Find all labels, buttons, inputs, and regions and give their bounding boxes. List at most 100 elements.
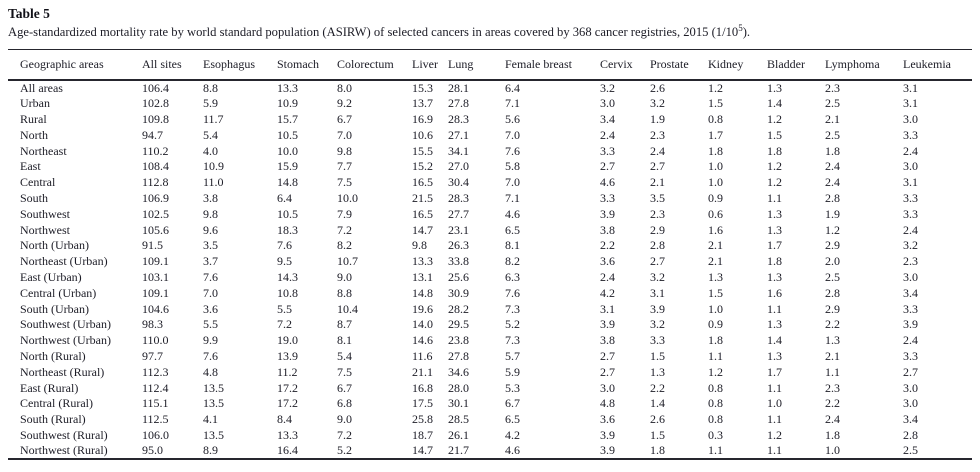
cell-liver: 13.3 [412,254,433,269]
cell-esophagus: 10.9 [203,159,224,174]
cell-kidney: 1.6 [708,222,723,237]
cell-lymphoma: 2.8 [825,190,840,205]
cell-bladder: 1.1 [767,190,782,205]
cell-lung: 23.1 [448,222,469,237]
cell-esophagus: 7.6 [203,348,218,363]
table-row: North 94.7 5.4 10.5 7.0 10.6 27.1 7.0 2.4 2.3 1.7 1… [8,127,972,143]
cell-lung: 30.9 [448,285,469,300]
cell-cervix: 3.8 [600,333,615,348]
cell-female-breast: 7.1 [505,190,520,205]
column-header-bladder: Bladder [767,56,805,71]
row-label: East (Rural) [20,380,79,395]
row-label: South (Rural) [20,412,86,427]
cell-bladder: 1.7 [767,364,782,379]
table-label: Table 5 [8,6,50,21]
cell-liver: 21.1 [412,364,433,379]
cell-leukemia: 3.3 [903,190,918,205]
row-label: Rural [20,111,47,126]
cell-female-breast: 6.4 [505,80,520,95]
cell-prostate: 3.2 [650,269,665,284]
cell-liver: 15.3 [412,80,433,95]
cell-lymphoma: 2.4 [825,412,840,427]
cell-all-sites: 105.6 [142,222,169,237]
row-label: South (Urban) [20,301,89,316]
cell-lymphoma: 2.8 [825,285,840,300]
cell-cervix: 2.7 [600,159,615,174]
row-label: Northwest (Urban) [20,333,111,348]
table-row: Southwest 102.5 9.8 10.5 7.9 16.5 27.7 4.6 3.9 2.… [8,206,972,222]
cell-liver: 14.7 [412,443,433,458]
table-row: Northwest 105.6 9.6 18.3 7.2 14.7 23.1 6.5 3.8 2.… [8,222,972,238]
cell-all-sites: 95.0 [142,443,163,458]
cell-liver: 17.5 [412,396,433,411]
row-label: Southwest (Rural) [20,427,108,442]
cell-kidney: 1.0 [708,175,723,190]
table-row: Northeast (Rural) 112.3 4.8 11.2 7.5 21.1 34.6… [8,364,972,380]
cell-cervix: 2.4 [600,269,615,284]
cell-lymphoma: 2.3 [825,380,840,395]
cell-lung: 28.0 [448,380,469,395]
cell-liver: 21.5 [412,190,433,205]
cell-prostate: 3.2 [650,317,665,332]
cell-esophagus: 7.6 [203,269,218,284]
cell-lymphoma: 2.2 [825,317,840,332]
cell-liver: 14.8 [412,285,433,300]
cell-liver: 13.7 [412,96,433,111]
table-row: Rural 109.8 11.7 15.7 6.7 16.9 28.3 5.6 3.4 1.9 0.… [8,111,972,127]
cell-esophagus: 5.5 [203,317,218,332]
cell-all-sites: 112.8 [142,175,169,190]
cell-kidney: 1.5 [708,96,723,111]
cell-prostate: 3.1 [650,285,665,300]
mortality-table: Geographic areas All sites Esophagus Stomac… [8,49,972,460]
caption-text: Age-standardized mortality rate by world… [8,25,739,39]
cell-cervix: 3.9 [600,443,615,458]
cell-kidney: 1.0 [708,301,723,316]
cell-lymphoma: 2.5 [825,127,840,142]
cell-stomach: 16.4 [277,443,298,458]
cell-kidney: 0.3 [708,427,723,442]
cell-leukemia: 3.4 [903,285,918,300]
cell-prostate: 2.9 [650,222,665,237]
cell-lung: 33.8 [448,254,469,269]
column-header-colorectum: Colorectum [337,56,394,71]
cell-prostate: 1.3 [650,364,665,379]
cell-kidney: 1.1 [708,348,723,363]
table-row: Central (Rural) 115.1 13.5 17.2 6.8 17.5 30.1 6… [8,395,972,411]
cell-kidney: 0.9 [708,190,723,205]
cell-stomach: 10.5 [277,206,298,221]
cell-bladder: 1.1 [767,443,782,458]
cell-lymphoma: 1.8 [825,427,840,442]
cell-bladder: 1.3 [767,348,782,363]
row-label: Northwest [20,222,70,237]
cell-lymphoma: 2.1 [825,348,840,363]
cell-leukemia: 3.0 [903,269,918,284]
cell-colorectum: 9.0 [337,269,352,284]
cell-kidney: 1.0 [708,159,723,174]
cell-bladder: 1.3 [767,222,782,237]
cell-colorectum: 7.7 [337,159,352,174]
table-row: South 106.9 3.8 6.4 10.0 21.5 28.3 7.1 3.3 3.5 0.9… [8,190,972,206]
cell-prostate: 2.6 [650,80,665,95]
cell-lung: 27.8 [448,96,469,111]
cell-kidney: 1.1 [708,443,723,458]
cell-all-sites: 102.5 [142,206,169,221]
cell-esophagus: 3.8 [203,190,218,205]
cell-bladder: 1.2 [767,427,782,442]
cell-colorectum: 5.4 [337,348,352,363]
cell-prostate: 1.9 [650,111,665,126]
cell-colorectum: 7.5 [337,175,352,190]
cell-lung: 28.3 [448,190,469,205]
row-label: North [20,127,48,142]
cell-cervix: 3.4 [600,111,615,126]
cell-bladder: 1.3 [767,269,782,284]
cell-liver: 15.2 [412,159,433,174]
cell-cervix: 4.8 [600,396,615,411]
table-row: North (Rural) 97.7 7.6 13.9 5.4 11.6 27.8 5.7 2.… [8,348,972,364]
cell-prostate: 2.7 [650,254,665,269]
row-label: Central (Urban) [20,285,97,300]
cell-kidney: 2.1 [708,238,723,253]
cell-leukemia: 2.4 [903,333,918,348]
cell-female-breast: 5.7 [505,348,520,363]
cell-lymphoma: 1.8 [825,143,840,158]
